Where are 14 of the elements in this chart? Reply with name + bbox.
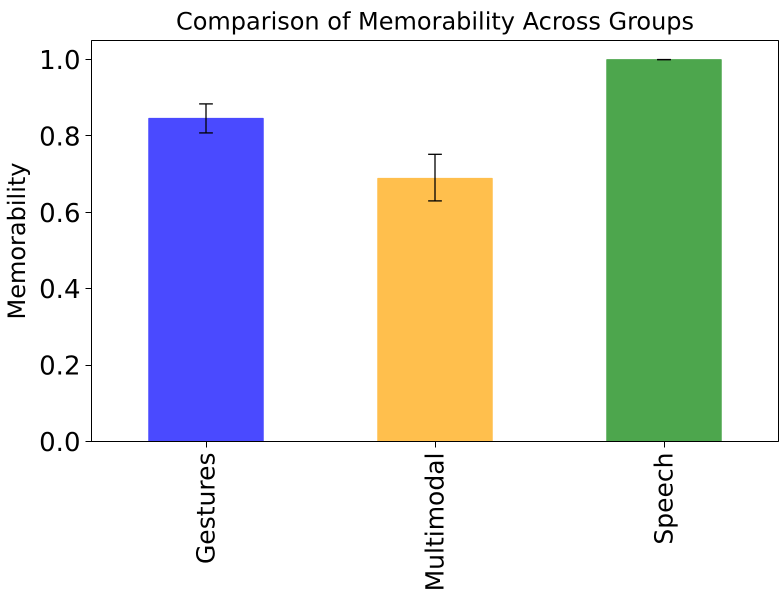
y-tick-label: 0.8 xyxy=(39,122,81,152)
bar xyxy=(148,118,264,442)
x-tick-label: Multimodal xyxy=(420,452,450,592)
x-tick-label: Speech xyxy=(650,452,678,545)
y-axis-title: Memorability xyxy=(3,162,32,320)
x-tick-label: Gestures xyxy=(192,452,220,564)
bar xyxy=(377,178,493,442)
bar xyxy=(606,59,722,442)
chart-title: Comparison of Memorability Across Groups xyxy=(176,8,694,36)
y-tick-label: 0.2 xyxy=(39,352,81,382)
y-tick-label: 0.6 xyxy=(39,198,81,229)
y-tick-label: 1.0 xyxy=(39,46,81,76)
y-tick-label: 0.0 xyxy=(39,428,81,458)
y-tick-label: 0.4 xyxy=(39,275,81,306)
